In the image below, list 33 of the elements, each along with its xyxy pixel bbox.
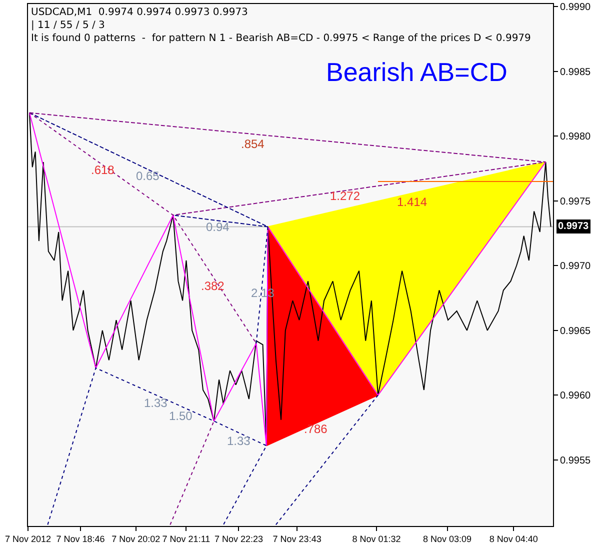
x-tick-label: 7 Nov 21:11: [162, 534, 210, 544]
annotation: .854: [241, 137, 265, 151]
y-tick-label: 0.9970: [560, 261, 592, 272]
y-tick-label: 0.9985: [560, 66, 592, 78]
y-tick-label: 0.9955: [560, 455, 592, 466]
annotation: .786: [304, 422, 328, 436]
x-tick-label: 7 Nov 22:23: [214, 534, 264, 544]
text: | 11 / 55 / 5 / 3: [31, 20, 105, 31]
y-tick-label: 0.9975: [560, 196, 592, 208]
annotation: 1.414: [397, 195, 428, 209]
x-tick-label: 7 Nov 2012: [4, 534, 52, 544]
annotation: 1.33: [227, 434, 251, 448]
x-tick-label: 8 Nov 03:09: [422, 534, 472, 544]
x-tick-label: 8 Nov 04:40: [489, 534, 538, 544]
annotation: .382: [201, 279, 225, 293]
annotation: 1.33: [144, 396, 168, 410]
ref-line-label: 0.9973: [558, 221, 590, 232]
annotation: It is found 0 patterns - for pattern N 1 - Bearish AB=CD - 0.9975 < Range of the prices D < 0.9979: [31, 33, 531, 44]
y-tick-label: 0.9990: [560, 2, 592, 14]
annotation: 0.65: [136, 169, 160, 183]
chart-title: USDCAD,M1 0.9974 0.9974 0.9973 0.9973: [31, 7, 248, 18]
y-tick-label: 0.9980: [560, 132, 592, 143]
annotation: 0.94: [206, 220, 230, 234]
x-tick-label: 7 Nov 23:43: [272, 534, 322, 544]
y-tick-label: 0.9965: [560, 326, 592, 337]
annotation: 1.272: [330, 189, 360, 203]
y-tick-label: 0.9960: [560, 390, 592, 402]
annotation: Bearish AB=CD: [326, 57, 508, 87]
x-tick-label: 7 Nov 18:46: [56, 534, 105, 544]
annotation: .618: [91, 163, 115, 177]
x-tick-label: 7 Nov 20:02: [112, 534, 160, 544]
x-tick-label: 8 Nov 01:32: [352, 534, 401, 544]
annotation: 1.50: [169, 409, 193, 423]
